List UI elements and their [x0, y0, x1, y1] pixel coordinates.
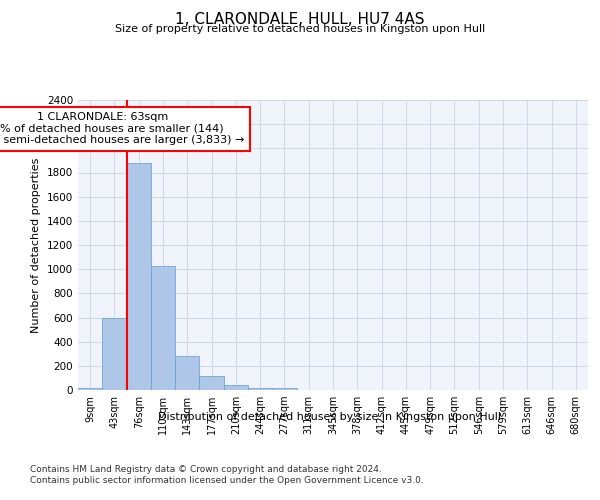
Text: 1 CLARONDALE: 63sqm
← 4% of detached houses are smaller (144)
96% of semi-detach: 1 CLARONDALE: 63sqm ← 4% of detached hou… [0, 112, 244, 146]
Text: Contains HM Land Registry data © Crown copyright and database right 2024.: Contains HM Land Registry data © Crown c… [30, 465, 382, 474]
Y-axis label: Number of detached properties: Number of detached properties [31, 158, 41, 332]
Text: 1, CLARONDALE, HULL, HU7 4AS: 1, CLARONDALE, HULL, HU7 4AS [175, 12, 425, 28]
Bar [248, 388, 272, 390]
Bar [175, 356, 199, 390]
Bar [151, 266, 175, 390]
Bar [272, 388, 296, 390]
Text: Distribution of detached houses by size in Kingston upon Hull: Distribution of detached houses by size … [158, 412, 502, 422]
Bar [199, 376, 224, 390]
Bar [127, 163, 151, 390]
Bar [102, 318, 127, 390]
Text: Size of property relative to detached houses in Kingston upon Hull: Size of property relative to detached ho… [115, 24, 485, 34]
Bar [78, 388, 102, 390]
Text: Contains public sector information licensed under the Open Government Licence v3: Contains public sector information licen… [30, 476, 424, 485]
Bar [224, 385, 248, 390]
